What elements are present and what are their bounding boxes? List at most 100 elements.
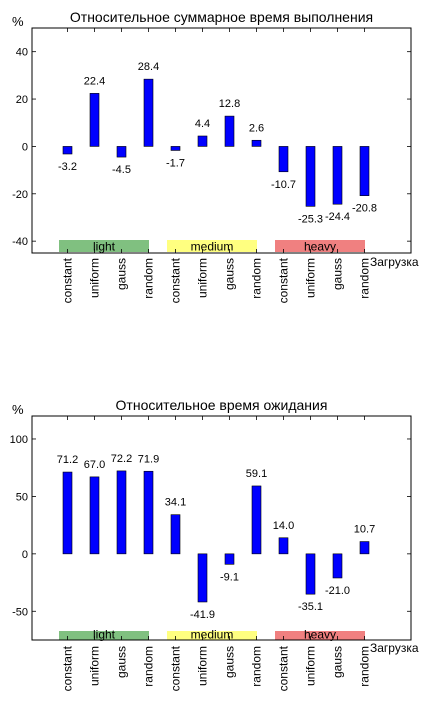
x-tick-label: constant: [61, 257, 75, 303]
y-tick-label: 0: [22, 549, 28, 561]
x-tick-label: uniform: [304, 258, 318, 298]
bar: [170, 146, 181, 151]
bar: [143, 470, 154, 555]
data-label: -3.2: [58, 161, 77, 173]
group-label: heavy: [304, 240, 336, 254]
data-label: 34.1: [165, 497, 186, 509]
bar: [224, 553, 235, 565]
data-label: -35.1: [298, 601, 323, 613]
data-label: -21.0: [325, 585, 350, 597]
data-label: -24.4: [325, 211, 350, 223]
group-band-heavy: [275, 240, 365, 252]
bar: [197, 553, 208, 603]
data-label: 72.2: [111, 453, 132, 465]
x-tick-label: constant: [169, 257, 183, 303]
bar: [89, 93, 100, 147]
data-label: 71.2: [57, 454, 78, 466]
data-label: 71.9: [138, 453, 159, 465]
x-tick-label: gauss: [223, 646, 237, 678]
y-tick-label: -50: [12, 606, 28, 618]
group-band-medium: [167, 631, 257, 640]
bar: [116, 146, 127, 158]
data-label: 59.1: [246, 468, 267, 480]
x-tick-label: random: [250, 258, 264, 299]
bar: [224, 115, 235, 147]
bar: [62, 471, 73, 555]
y-axis-label: %: [12, 402, 24, 417]
bar: [143, 78, 154, 147]
bar: [305, 146, 316, 207]
bar: [62, 146, 73, 155]
x-tick-label: constant: [61, 645, 75, 691]
data-label: 22.4: [84, 75, 105, 87]
bar: [89, 476, 100, 555]
bar: [305, 553, 316, 595]
group-band-heavy: [275, 631, 365, 640]
x-tick-label: uniform: [196, 258, 210, 298]
data-label: -20.8: [352, 203, 377, 215]
data-label: -25.3: [298, 213, 323, 225]
y-tick-label: 20: [16, 94, 28, 106]
x-tick-label: random: [358, 646, 372, 687]
bar: [251, 485, 262, 555]
data-label: 4.4: [195, 118, 210, 130]
x-tick-label: constant: [169, 645, 183, 691]
group-label: medium: [191, 240, 234, 254]
x-tick-label: gauss: [331, 258, 345, 290]
x-tick-label: gauss: [115, 258, 129, 290]
chart-2: Относительное время ожидания% light medium…: [10, 397, 419, 691]
data-label: -4.5: [112, 164, 131, 176]
x-tick-label: uniform: [88, 646, 102, 686]
data-label: 2.6: [249, 122, 264, 134]
x-tick-label: gauss: [223, 258, 237, 290]
x-axis-label: Загрузка: [370, 255, 419, 269]
chart-1: Относительное суммарное время выполнения…: [12, 9, 419, 303]
y-tick-label: 0: [22, 141, 28, 153]
y-tick-label: 50: [16, 491, 28, 503]
x-tick-label: uniform: [304, 646, 318, 686]
bar: [197, 135, 208, 147]
bar: [359, 146, 370, 196]
bar: [359, 541, 370, 555]
data-label: 10.7: [354, 524, 375, 536]
x-tick-label: gauss: [331, 646, 345, 678]
y-tick-label: -40: [12, 236, 28, 248]
group-label: heavy: [304, 628, 336, 642]
data-label: -9.1: [220, 571, 239, 583]
x-tick-label: random: [142, 646, 156, 687]
x-tick-label: constant: [277, 645, 291, 691]
group-label: light: [93, 628, 116, 642]
x-tick-label: constant: [277, 257, 291, 303]
data-label: -41.9: [190, 609, 215, 621]
y-axis-label: %: [12, 14, 24, 29]
y-tick-label: 40: [16, 47, 28, 59]
x-tick-label: random: [358, 258, 372, 299]
x-tick-label: random: [250, 646, 264, 687]
y-tick-label: 100: [10, 434, 28, 446]
group-label: medium: [191, 628, 234, 642]
group-band-light: [59, 240, 149, 252]
group-band-light: [59, 631, 149, 640]
plot-frame: [31, 415, 412, 641]
bar: [332, 146, 343, 205]
bar: [278, 537, 289, 555]
bar: [251, 139, 262, 147]
group-band-medium: [167, 240, 257, 252]
data-label: 12.8: [219, 98, 240, 110]
plot-frame: [31, 27, 412, 254]
x-tick-label: uniform: [196, 646, 210, 686]
chart-title: Относительное суммарное время выполнения: [70, 9, 373, 25]
data-label: 67.0: [84, 459, 105, 471]
chart-title: Относительное время ожидания: [116, 397, 328, 413]
x-tick-label: gauss: [115, 646, 129, 678]
data-label: -1.7: [166, 157, 185, 169]
data-label: 14.0: [273, 520, 294, 532]
x-tick-label: random: [142, 258, 156, 299]
bar: [332, 553, 343, 579]
bar: [278, 146, 289, 173]
bar: [116, 470, 127, 555]
data-label: -10.7: [271, 179, 296, 191]
data-label: 28.4: [138, 61, 159, 73]
